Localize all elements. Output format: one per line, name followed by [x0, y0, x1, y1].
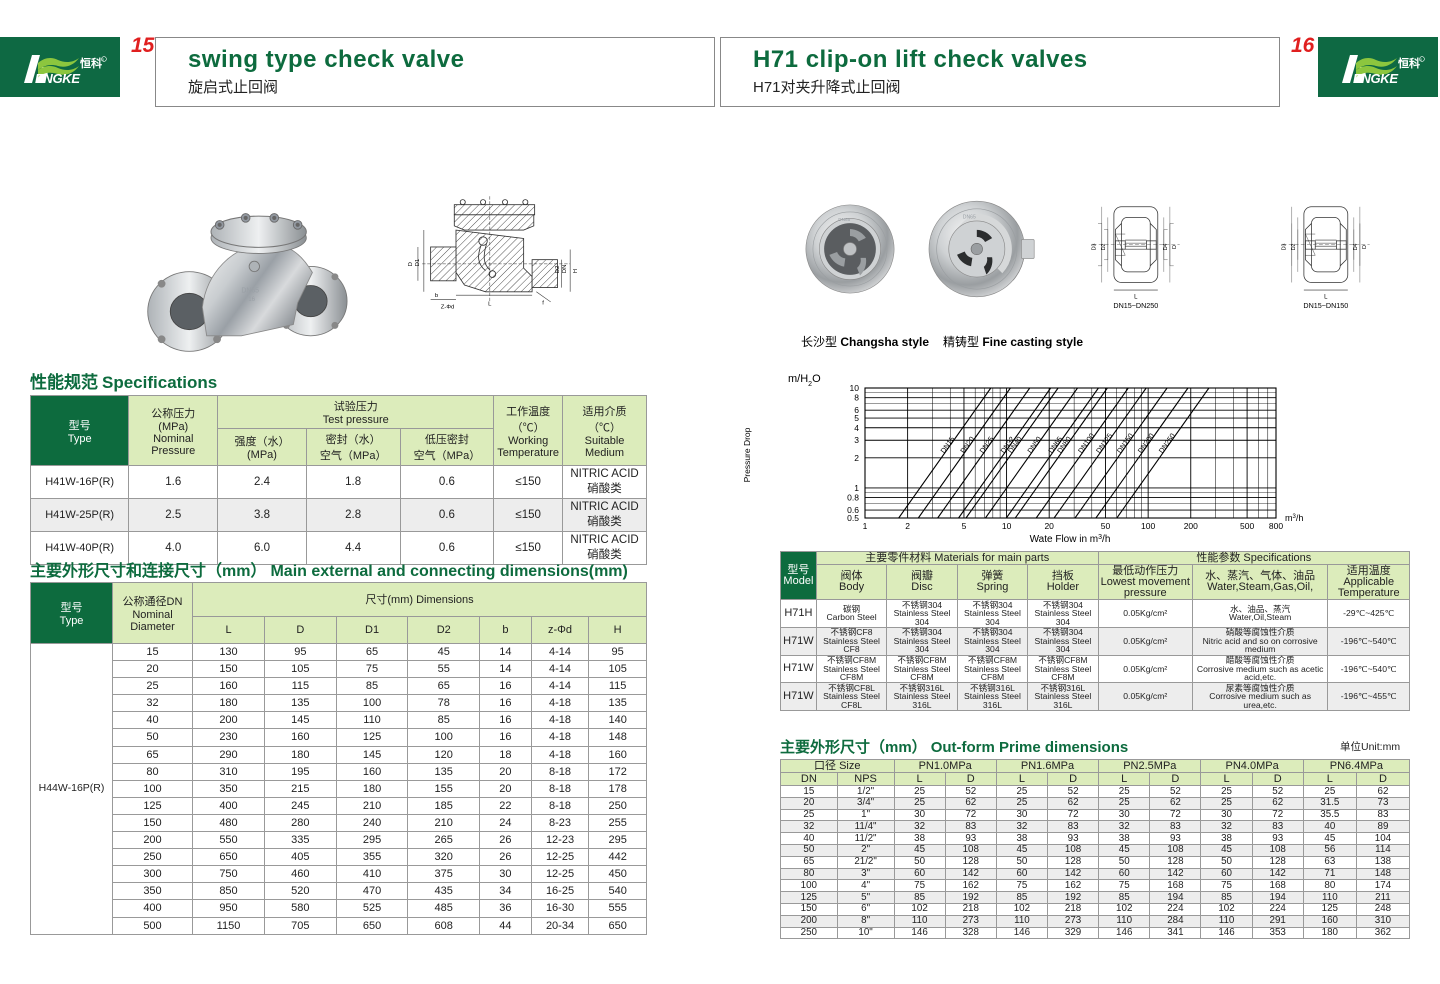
svg-text:800: 800 [1269, 521, 1283, 531]
svg-text:DN65: DN65 [241, 287, 259, 294]
svg-text:ENGKE: ENGKE [1353, 71, 1398, 86]
svg-text:DN200: DN200 [1136, 431, 1156, 454]
svg-text:10: 10 [850, 383, 860, 393]
svg-text:20: 20 [1044, 521, 1054, 531]
svg-text:0.8: 0.8 [847, 493, 859, 503]
svg-text:DN250: DN250 [1157, 431, 1177, 454]
svg-text:D2: D2 [1291, 243, 1297, 250]
svg-text:4: 4 [854, 423, 859, 433]
svg-text:0.6: 0.6 [847, 505, 859, 515]
svg-text:3: 3 [854, 435, 859, 445]
svg-text:200: 200 [1184, 521, 1198, 531]
svg-text:R: R [101, 58, 104, 62]
svg-text:5: 5 [962, 521, 967, 531]
svg-text:f: f [542, 300, 544, 306]
svg-text:6: 6 [854, 405, 859, 415]
svg-text:DN15~DN150: DN15~DN150 [1303, 302, 1348, 310]
svg-text:Wate Flow in m3/h: Wate Flow in m3/h [1030, 534, 1111, 546]
svg-text:D3: D3 [1092, 243, 1098, 250]
svg-text:D: D [408, 262, 414, 266]
svg-text:DN: DN [562, 265, 568, 274]
svg-text:D4: D4 [1163, 243, 1169, 250]
svg-text:H: H [573, 269, 579, 273]
svg-text:D3: D3 [1282, 243, 1288, 250]
svg-text:m/H2O: m/H2O [788, 373, 821, 388]
svg-text:D2: D2 [1101, 243, 1107, 250]
svg-text:D: D [1172, 245, 1178, 249]
svg-text:10: 10 [1002, 521, 1012, 531]
svg-text:m3/h: m3/h [1285, 513, 1303, 523]
svg-text:Z-Φd: Z-Φd [441, 305, 455, 311]
svg-text:1: 1 [854, 483, 859, 493]
svg-text:DN65: DN65 [963, 214, 976, 220]
svg-text:16: 16 [248, 297, 255, 303]
svg-text:DN15: DN15 [938, 435, 956, 455]
svg-text:100: 100 [1141, 521, 1155, 531]
svg-text:DN150: DN150 [1115, 431, 1135, 454]
svg-text:1: 1 [863, 521, 868, 531]
svg-text:Pressure Drop: Pressure Drop [742, 427, 752, 482]
svg-text:L: L [1134, 294, 1138, 300]
svg-text:ENGKE: ENGKE [35, 71, 80, 86]
svg-text:恒科: 恒科 [80, 56, 102, 70]
svg-text:DN125: DN125 [1094, 431, 1114, 454]
svg-text:DN20: DN20 [958, 435, 976, 455]
svg-text:D2: D2 [555, 266, 561, 274]
svg-text:D4: D4 [1353, 243, 1359, 250]
svg-text:2: 2 [905, 521, 910, 531]
svg-text:50: 50 [1101, 521, 1111, 531]
svg-text:8: 8 [854, 393, 859, 403]
svg-text:DN50: DN50 [1025, 435, 1043, 455]
svg-text:DN65: DN65 [838, 217, 850, 222]
svg-text:500: 500 [1240, 521, 1254, 531]
svg-text:R: R [1419, 58, 1422, 62]
svg-text:D: D [1362, 245, 1368, 249]
svg-text:DN100: DN100 [1076, 431, 1096, 454]
svg-text:DN15~DN250: DN15~DN250 [1113, 302, 1158, 310]
svg-text:L: L [488, 301, 492, 307]
svg-text:2: 2 [854, 453, 859, 463]
svg-text:L: L [1324, 294, 1328, 300]
svg-text:恒科: 恒科 [1398, 56, 1420, 70]
svg-text:b: b [435, 293, 439, 299]
svg-text:D1: D1 [415, 259, 421, 267]
